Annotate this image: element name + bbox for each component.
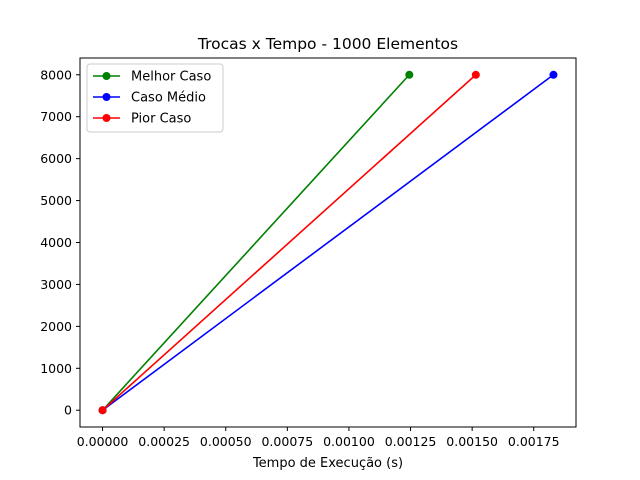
legend: Melhor Caso Caso Médio Pior Caso — [86, 63, 224, 133]
y-tick-label: 4000 — [40, 235, 72, 250]
y-axis: 0 1000 2000 3000 4000 5000 6000 7000 8000 — [40, 67, 80, 418]
y-tick-label: 8000 — [40, 67, 72, 82]
y-tick-label: 1000 — [40, 361, 72, 376]
x-tick-label: 0.00075 — [261, 434, 313, 449]
y-tick-label: 6000 — [40, 151, 72, 166]
legend-label-pior-caso: Pior Caso — [131, 112, 191, 127]
plot-area — [98, 70, 558, 415]
x-tick-label: 0.00050 — [200, 434, 252, 449]
x-tick-label: 0.00125 — [385, 434, 437, 449]
series-line-caso-medio — [102, 74, 554, 411]
series-line-pior-caso — [102, 74, 477, 411]
x-axis-label: Tempo de Execução (s) — [252, 456, 403, 471]
x-tick-label: 0.00000 — [77, 434, 129, 449]
chart-title: Trocas x Tempo - 1000 Elementos — [197, 35, 458, 53]
x-axis: 0.00000 0.00025 0.00050 0.00075 0.00100 0.001… — [77, 427, 560, 449]
legend-marker-caso-medio — [102, 93, 111, 101]
data-point-caso-medio — [549, 70, 558, 79]
y-tick-label: 3000 — [40, 277, 72, 292]
legend-marker-pior-caso — [102, 114, 111, 122]
data-point-melhor-caso — [405, 70, 414, 79]
data-point-pior-caso — [471, 70, 480, 79]
legend-box — [86, 63, 224, 133]
legend-label-caso-medio: Caso Médio — [131, 91, 206, 106]
x-tick-label: 0.00100 — [323, 434, 375, 449]
x-tick-label: 0.00175 — [508, 434, 560, 449]
series-line-melhor-caso — [101, 74, 410, 411]
data-point-pior-caso — [98, 406, 107, 415]
x-tick-label: 0.00150 — [446, 434, 498, 449]
legend-marker-melhor-caso — [102, 72, 111, 80]
y-tick-label: 0 — [64, 403, 72, 418]
y-tick-label: 2000 — [40, 319, 72, 334]
x-tick-label: 0.00025 — [138, 434, 190, 449]
y-tick-label: 5000 — [40, 193, 72, 208]
y-tick-label: 7000 — [40, 109, 72, 124]
legend-label-melhor-caso: Melhor Caso — [131, 70, 211, 85]
